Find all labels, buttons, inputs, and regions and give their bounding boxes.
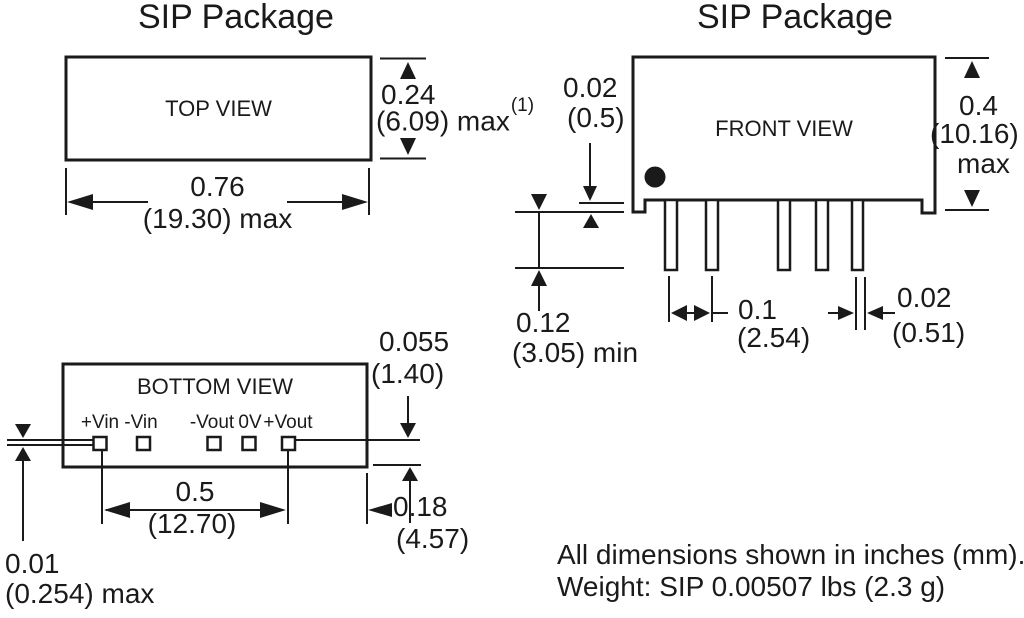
pin-label-vin-plus: +Vin	[80, 412, 120, 433]
arrowhead-up	[531, 270, 547, 286]
arrowhead-right	[342, 194, 368, 210]
arrowhead-left	[67, 194, 93, 210]
arrowhead-up	[402, 467, 418, 481]
pad-2	[135, 435, 152, 452]
pad-offset-mm: (1.40)	[371, 358, 445, 389]
right-package-title: SIP Package	[697, 0, 893, 36]
pin-span-dimension	[101, 450, 289, 524]
pin-5	[850, 198, 865, 272]
pin-label-vin-minus: -Vin	[124, 412, 158, 433]
arrowhead-down	[583, 186, 597, 201]
lead-length-inches: 0.12	[516, 307, 571, 338]
lead-width-dimension	[828, 277, 895, 330]
arrowhead-left	[104, 502, 130, 518]
note-dimensions: All dimensions shown in inches (mm).	[557, 539, 1024, 570]
front-view-pins	[663, 198, 865, 272]
top-height-mm: (6.09) max(1)	[376, 95, 535, 137]
top-view-label: TOP VIEW	[165, 95, 272, 121]
arrowhead-pointing-left	[867, 306, 883, 320]
pin-label-vout-minus: -Vout	[189, 412, 235, 433]
edge-offset-dimension	[366, 473, 392, 524]
lead-thickness-inches: 0.01	[5, 548, 60, 579]
pad-3	[206, 435, 222, 452]
arrowhead-right	[260, 502, 286, 518]
edge-offset-inches: 0.18	[393, 491, 448, 522]
body-height-mm: (10.16)	[930, 118, 1019, 149]
lead-thickness-dimension	[15, 424, 31, 541]
front-view-label: FRONT VIEW	[715, 115, 853, 141]
arrowhead-pointing-left	[368, 503, 392, 517]
standoff-inches: 0.02	[563, 72, 618, 103]
pin-2	[704, 198, 720, 272]
lead-pitch-dimension	[668, 276, 728, 322]
arrowhead-up	[583, 214, 599, 228]
lead-thickness-mm: (0.254) max	[5, 578, 155, 609]
top-width-inches: 0.76	[190, 171, 245, 202]
pin-span-mm: (12.70)	[147, 508, 237, 539]
arrowhead-pointing-right	[838, 306, 854, 320]
pad-4	[241, 435, 257, 452]
top-height-inches: 0.24	[381, 79, 436, 110]
arrowhead-up	[964, 61, 980, 78]
lead-pitch-inches: 0.1	[738, 294, 777, 325]
body-height-dimension	[945, 57, 989, 211]
standoff-dimension	[515, 143, 624, 228]
top-view-outline	[64, 55, 373, 162]
pin-3	[776, 198, 792, 272]
arrowhead-down	[400, 423, 416, 438]
arrowhead-down	[964, 190, 980, 207]
front-view-outline	[631, 55, 937, 215]
lead-width-mm: (0.51)	[892, 317, 966, 348]
bottom-view-pads	[92, 435, 297, 452]
pad-5	[280, 435, 297, 452]
pin-label-vout-plus: +Vout	[263, 412, 313, 433]
top-view-drawing	[64, 55, 426, 215]
pin-4	[814, 198, 830, 272]
note-weight: Weight: SIP 0.00507 lbs (2.3 g)	[557, 571, 946, 602]
pad-1	[92, 435, 108, 452]
arrowhead-up	[400, 62, 416, 79]
footnote-ref: (1)	[510, 95, 535, 116]
pin1-indicator-dot	[644, 166, 666, 188]
arrowhead-up	[15, 447, 31, 461]
pad-offset-inches: 0.055	[379, 326, 450, 357]
front-view-drawing	[515, 55, 989, 330]
left-package-title: SIP Package	[138, 0, 334, 36]
arrowhead-down	[531, 194, 547, 210]
arrowhead-down	[400, 138, 416, 155]
bottom-view-label: BOTTOM VIEW	[136, 374, 294, 399]
top-view-height-dimension	[380, 57, 426, 160]
body-height-inches: 0.4	[959, 90, 998, 121]
lead-width-inches: 0.02	[897, 282, 952, 313]
pad-offset-dimension	[373, 396, 421, 523]
top-width-mm: (19.30) max	[142, 203, 293, 234]
arrowhead-down	[15, 424, 31, 438]
lead-edge-lines	[7, 439, 420, 446]
lead-length-dimension	[515, 194, 624, 311]
arrowhead-right	[694, 305, 710, 321]
arrowhead-left	[671, 305, 687, 321]
lead-pitch-mm: (2.54)	[737, 322, 811, 353]
edge-offset-mm: (4.57)	[396, 523, 470, 554]
bottom-view-drawing	[7, 362, 421, 541]
pin-label-0v: 0V	[238, 412, 262, 433]
standoff-mm: (0.5)	[567, 102, 625, 133]
pin-span-inches: 0.5	[175, 476, 215, 507]
body-height-suffix: max	[957, 148, 1010, 179]
top-view-width-dimension	[65, 168, 370, 215]
lead-length-mm: (3.05) min	[512, 337, 639, 368]
pin-1	[663, 198, 679, 272]
